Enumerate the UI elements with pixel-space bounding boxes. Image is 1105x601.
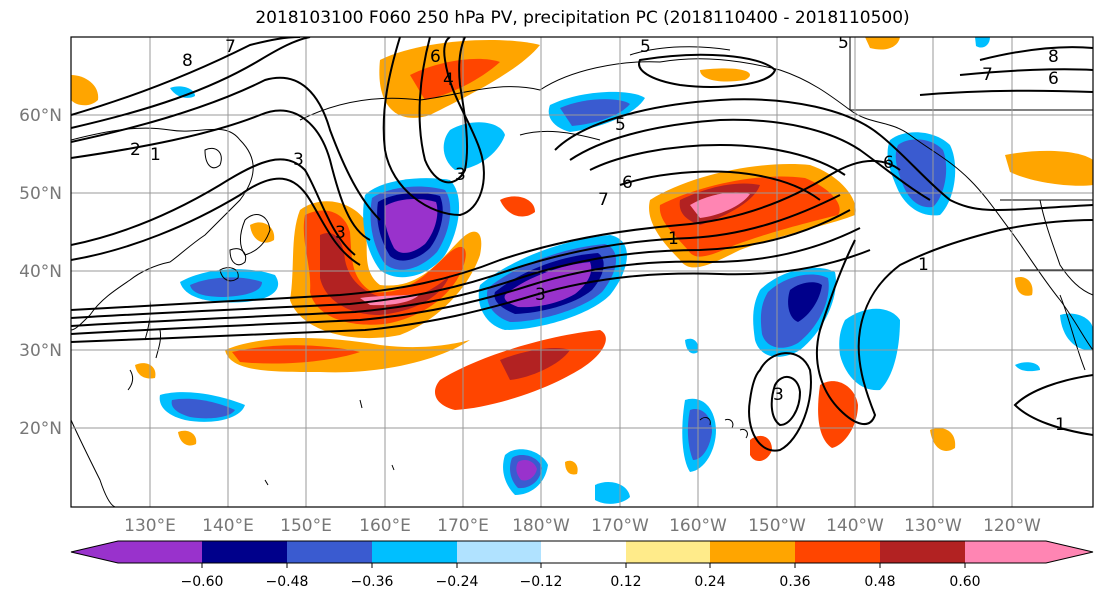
- lon-label: 160°E: [359, 516, 411, 536]
- pv-label: 5: [838, 33, 849, 53]
- pv-label: 4: [443, 70, 454, 90]
- colorbar-swatch: [457, 541, 541, 563]
- colorbar-swatch: [287, 541, 372, 563]
- lon-label: 170°W: [591, 516, 649, 536]
- precip-positive-shading: [71, 37, 1093, 475]
- longitude-labels: 130°E 140°E 150°E 160°E 170°E 180°W 170°…: [124, 516, 1041, 536]
- precip-negative-shading: [159, 37, 1093, 504]
- lon-label: 120°W: [983, 516, 1041, 536]
- lon-label: 140°E: [202, 516, 254, 536]
- colorbar-swatch: [626, 541, 710, 563]
- pv-label: 7: [598, 190, 609, 210]
- lon-label: 130°E: [124, 516, 176, 536]
- colorbar-tick-label: −0.36: [351, 574, 394, 590]
- lat-label: 40°N: [19, 262, 62, 282]
- lat-label: 60°N: [19, 106, 62, 126]
- colorbar-tick-label: 0.48: [864, 574, 895, 590]
- colorbar: −0.60 −0.48 −0.36 −0.24 −0.12 0.12 0.24 0.36 0.4…: [70, 540, 1094, 590]
- colorbar-tick-label: 0.24: [694, 574, 725, 590]
- pv-contour-labels: 8 7 6 4 5 5 6 8 7 6 2 1 3 3 3 5 6 7 1 3 …: [130, 33, 1066, 435]
- pv-label: 7: [982, 65, 993, 85]
- lon-label: 140°W: [826, 516, 884, 536]
- pv-label: 7: [225, 37, 236, 57]
- colorbar-tick-label: −0.24: [436, 574, 479, 590]
- colorbar-swatch: [880, 541, 965, 563]
- colorbar-swatch: [372, 541, 457, 563]
- pv-label: 3: [535, 285, 546, 305]
- colorbar-tick-label: 0.36: [779, 574, 810, 590]
- pv-label: 6: [622, 173, 633, 193]
- lon-label: 150°E: [280, 516, 332, 536]
- pv-label: 5: [615, 115, 626, 135]
- pv-label: 8: [182, 51, 193, 71]
- pv-label: 1: [918, 255, 929, 275]
- pv-label: 1: [668, 229, 679, 249]
- map-title: 2018103100 F060 250 hPa PV, precipitatio…: [255, 8, 910, 28]
- pv-contours: [71, 37, 1093, 452]
- pv-label: 6: [1048, 69, 1059, 89]
- latitude-labels: 60°N 50°N 40°N 30°N 20°N: [19, 106, 62, 439]
- colorbar-swatch: [795, 541, 880, 563]
- map-panel: 8 7 6 4 5 5 6 8 7 6 2 1 3 3 3 5 6 7 1 3 …: [71, 33, 1093, 507]
- lat-label: 20°N: [19, 419, 62, 439]
- pv-label: 1: [1055, 415, 1066, 435]
- pv-label: 1: [150, 145, 161, 165]
- colorbar-outline: [70, 540, 1094, 564]
- colorbar-swatch: [965, 541, 1093, 563]
- pv-label: 3: [293, 150, 304, 170]
- pv-label: 5: [640, 37, 651, 57]
- pv-label: 2: [130, 140, 141, 160]
- pv-label: 3: [335, 223, 346, 243]
- pv-label: 6: [883, 153, 894, 173]
- lat-label: 50°N: [19, 184, 62, 204]
- colorbar-ticks: −0.60 −0.48 −0.36 −0.24 −0.12 0.12 0.24 0.36 0.4…: [181, 563, 981, 590]
- lon-label: 150°W: [748, 516, 806, 536]
- colorbar-swatch: [71, 541, 202, 563]
- colorbar-tick-label: −0.48: [266, 574, 309, 590]
- pv-label: 3: [773, 385, 784, 405]
- colorbar-tick-label: −0.60: [181, 574, 224, 590]
- colorbar-swatch: [541, 541, 626, 563]
- lat-label: 30°N: [19, 341, 62, 361]
- colorbar-swatches: [71, 541, 1093, 563]
- pv-label: 6: [430, 47, 441, 67]
- lon-label: 160°W: [669, 516, 727, 536]
- colorbar-swatch: [202, 541, 287, 563]
- colorbar-tick-label: 0.60: [949, 574, 980, 590]
- pv-label: 3: [455, 165, 466, 185]
- colorbar-swatch: [710, 541, 795, 563]
- pv-label: 8: [1048, 47, 1059, 67]
- lon-label: 170°E: [437, 516, 489, 536]
- map-frame: [70, 36, 1094, 508]
- colorbar-tick-label: 0.12: [610, 574, 641, 590]
- lon-label: 180°W: [512, 516, 570, 536]
- lon-label: 130°W: [904, 516, 962, 536]
- colorbar-tick-label: −0.12: [520, 574, 563, 590]
